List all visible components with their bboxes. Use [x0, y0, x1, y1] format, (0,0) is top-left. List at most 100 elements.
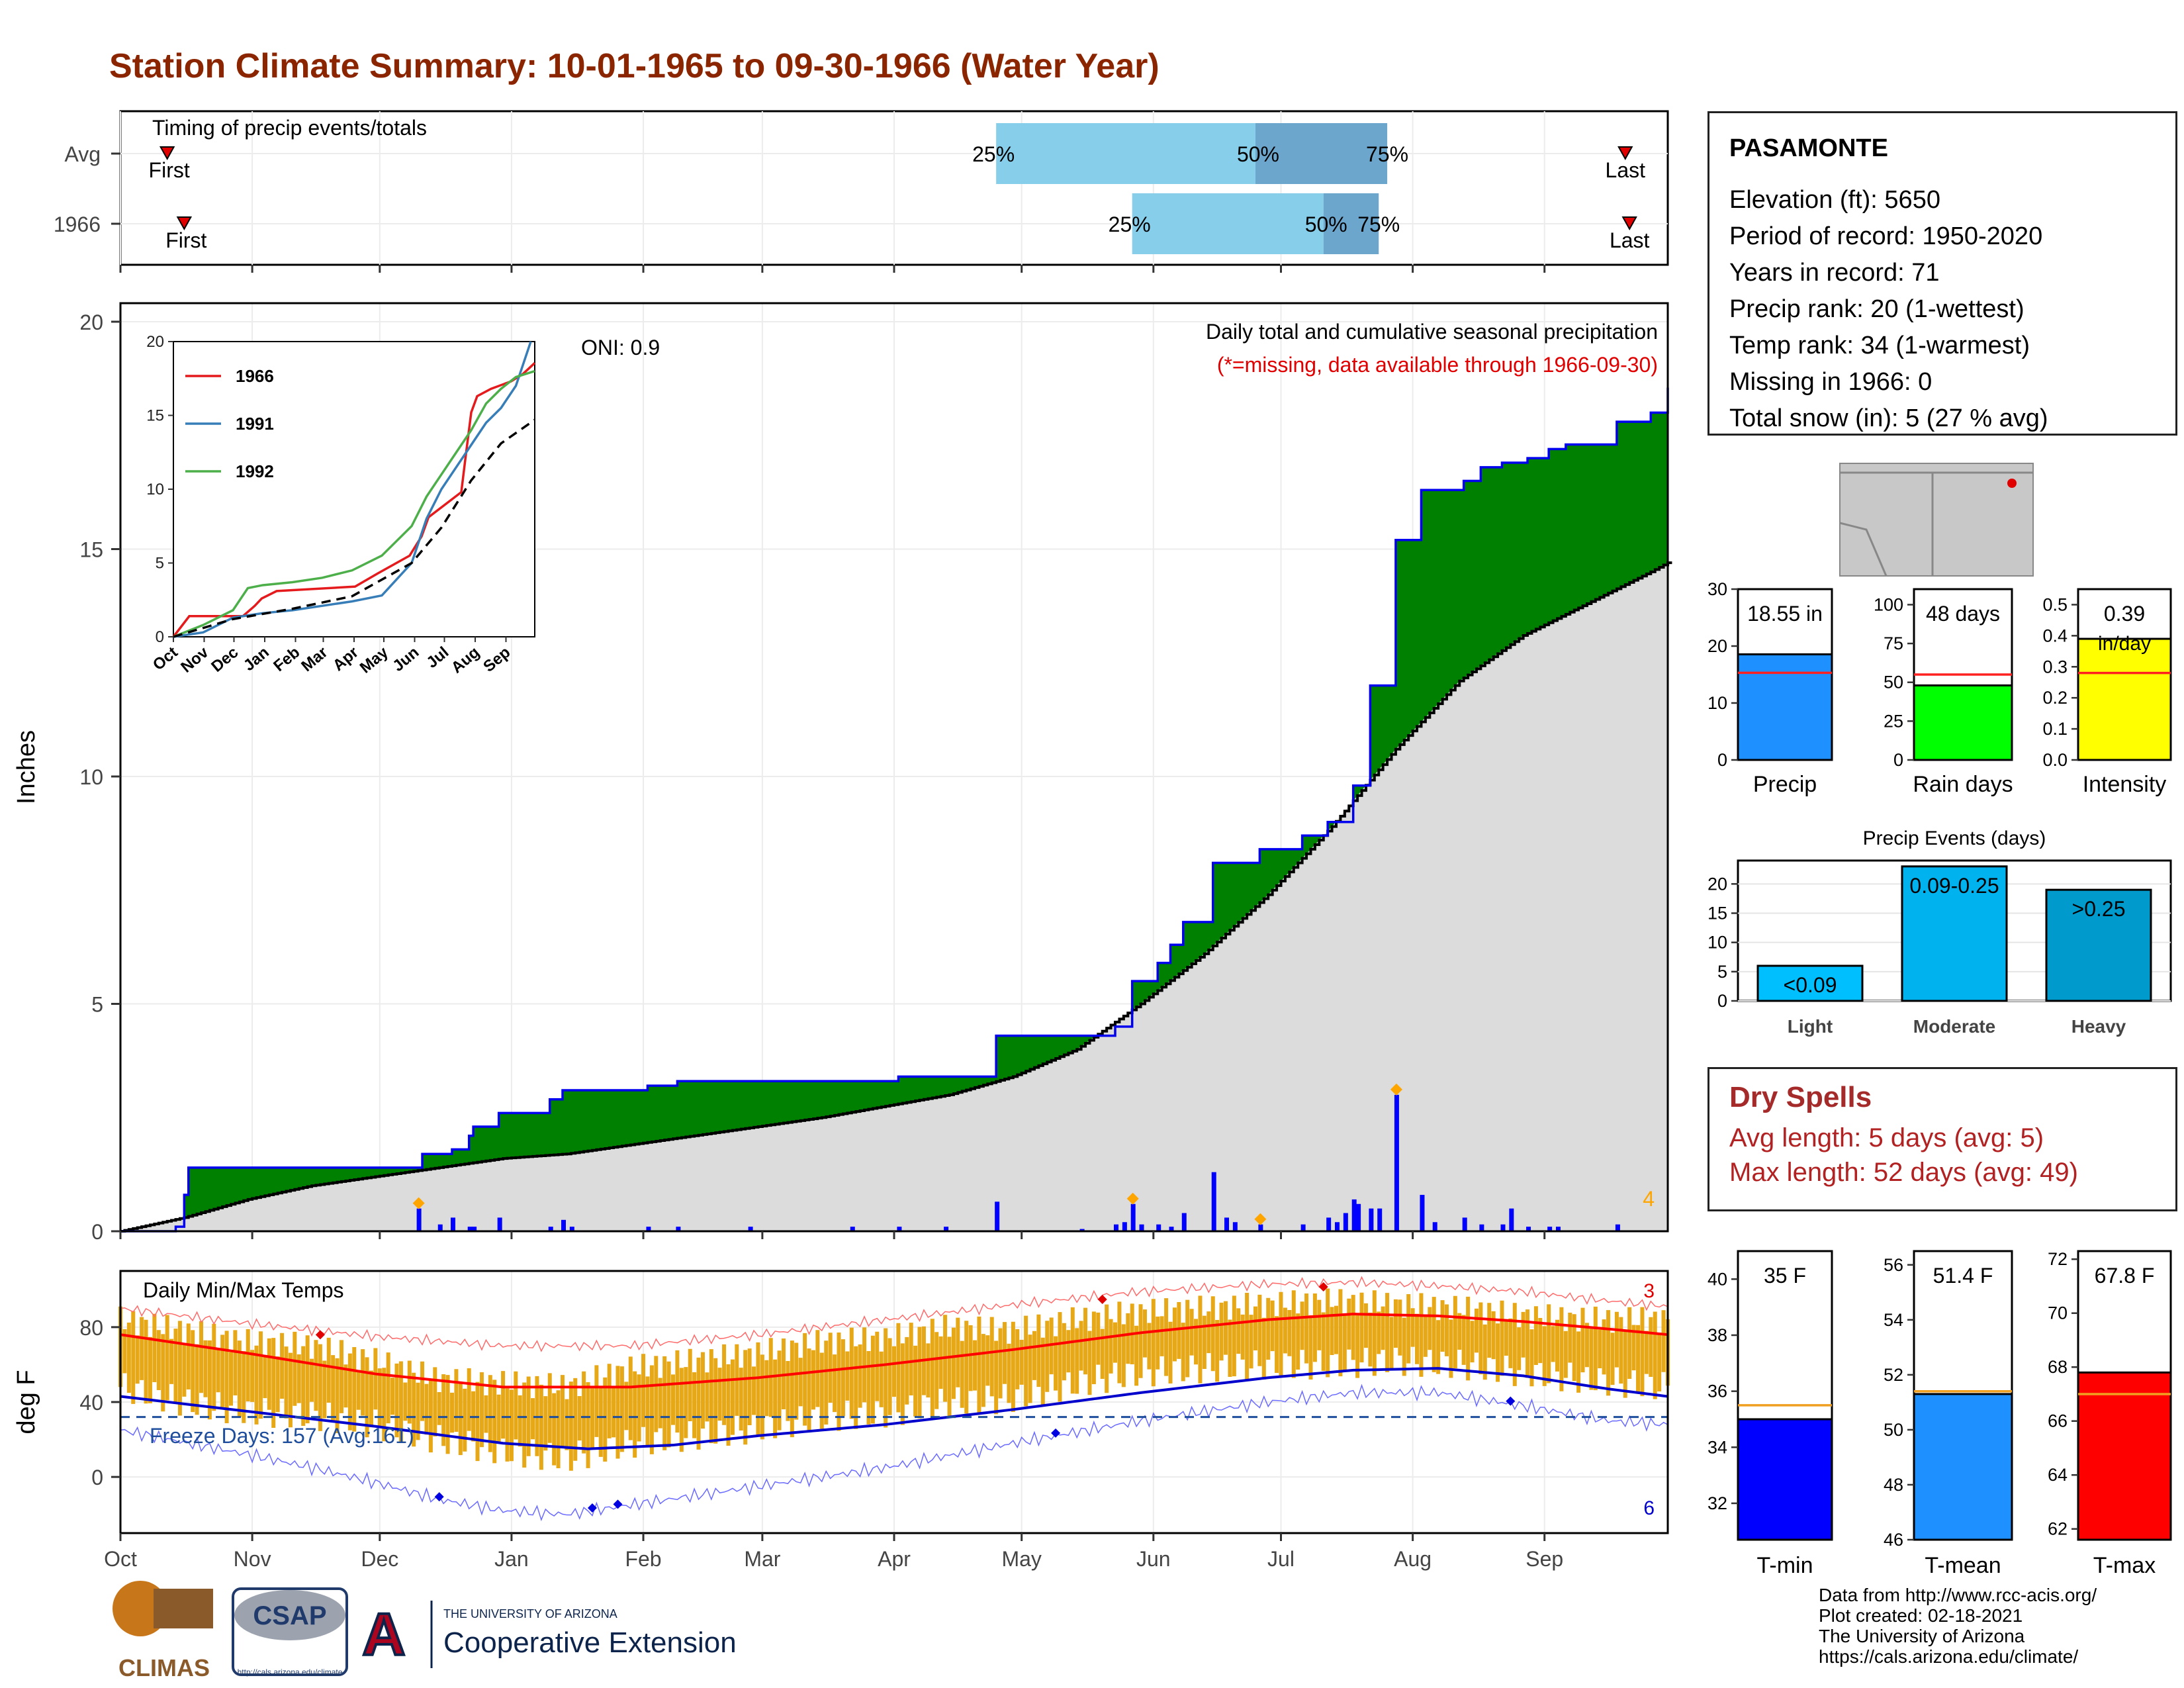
dry-spells-avg: Avg length: 5 days (avg: 5) — [1729, 1123, 2044, 1152]
timing-first-marker — [176, 216, 193, 231]
station-name: PASAMONTE — [1729, 134, 1888, 162]
precip-above-avg-area — [120, 412, 1668, 1231]
stat-panel-y-tick-label: 20 — [1707, 636, 1727, 656]
stat-panel-y-tick-label: 64 — [2048, 1465, 2068, 1485]
climas-logo-text: CLIMAS — [118, 1654, 210, 1681]
stat-panel-label: Rain days — [1913, 772, 2013, 797]
precip-panel: 0 5 10 15 20 Inches Daily total and cumulative… — [13, 302, 1672, 1244]
stat-panel-bar — [2077, 637, 2172, 761]
credit-data-source: Data from http://www.rcc-acis.org/ — [1819, 1585, 2097, 1605]
credits: Data from http://www.rcc-acis.org/ Plot … — [1819, 1585, 2097, 1667]
precip-y-tick-label: 15 — [79, 538, 103, 562]
precip-daily-bar — [1139, 1224, 1144, 1231]
inset-y-tick-label: 15 — [146, 407, 164, 425]
temps-x-tick-label: Jan — [494, 1547, 529, 1571]
precip-daily-bar — [1335, 1222, 1340, 1231]
stat-panel-y-tick-label: 62 — [2048, 1519, 2068, 1539]
temps-record-low-count: 6 — [1643, 1497, 1655, 1519]
events-bar — [1901, 865, 2008, 1002]
precip-daily-bar — [1351, 1199, 1357, 1231]
temps-title: Daily Min/Max Temps — [143, 1278, 343, 1302]
stat-panel-y-tick-label: 34 — [1707, 1437, 1727, 1457]
page-title: Station Climate Summary: 10-01-1965 to 0… — [109, 47, 1160, 85]
logos: CLIMAS CSAP http://cals.arizona.edu/climat… — [113, 1581, 737, 1681]
events-y-tick-label: 10 — [1707, 933, 1727, 953]
stat-panel-y-tick-label: 32 — [1707, 1493, 1727, 1513]
precip-daily-bar — [1079, 1229, 1085, 1231]
precip-daily-bar — [1369, 1208, 1374, 1231]
timing-last-label: Last — [1610, 228, 1650, 252]
timing-panel: Avg 1966 Timing of precip events/totals 25%… — [54, 110, 1669, 273]
timing-last-marker — [1621, 216, 1637, 231]
precip-daily-bar — [1181, 1213, 1187, 1231]
temps-x-tick-label: Jul — [1267, 1547, 1295, 1571]
timing-label-75: 75% — [1357, 212, 1400, 236]
csap-logo-cloud — [234, 1590, 345, 1640]
stat-panel-bar — [2077, 1371, 2172, 1541]
precip-cumulative-line — [120, 387, 1669, 1233]
precip-daily-bar — [1526, 1227, 1531, 1231]
precip-daily-bar — [548, 1227, 553, 1231]
events-bar — [2045, 888, 2152, 1002]
temps-record-low-marker — [1051, 1428, 1061, 1438]
events-bar-label: <0.09 — [1784, 973, 1837, 997]
stat-panel-y-tick-label: 56 — [1884, 1255, 1903, 1275]
locator-map-station-dot — [2007, 479, 2017, 488]
stat-panel-bar — [1737, 1418, 1833, 1541]
credit-url: https://cals.arizona.edu/climate/ — [1819, 1646, 2079, 1667]
climas-logo-shape — [154, 1589, 213, 1628]
precip-daily-bar — [1232, 1222, 1238, 1231]
precip-daily-bar — [850, 1227, 855, 1231]
temps-record-low-marker — [1506, 1396, 1516, 1406]
precip-daily-bar — [1343, 1213, 1348, 1231]
timing-last-label: Last — [1606, 158, 1646, 182]
precip-daily-bar — [1615, 1224, 1620, 1231]
stat-panel-label: T-min — [1757, 1553, 1813, 1578]
precip-daily-bar — [1130, 1203, 1136, 1231]
stat-panel-y-tick-label: 0.5 — [2042, 594, 2068, 614]
dry-spells-max: Max length: 52 days (avg: 49) — [1729, 1158, 2078, 1187]
locator-map-icon — [1839, 463, 2034, 577]
station-period: Period of record: 1950-2020 — [1729, 222, 2043, 250]
inset-y-tick-label: 20 — [146, 333, 164, 351]
temps-record-high-marker — [315, 1330, 325, 1340]
timing-first-label: First — [149, 158, 190, 182]
precip-count-label: 4 — [1643, 1187, 1655, 1211]
precip-daily-bar — [995, 1201, 1000, 1231]
stat-panel-y-tick-label: 72 — [2048, 1249, 2068, 1269]
timing-row-label: 1966 — [54, 212, 101, 236]
precip-subtitle: (*=missing, data available through 1966-… — [1217, 353, 1658, 377]
temps-x-tick-label: Aug — [1394, 1547, 1432, 1571]
temps-record-high-count: 3 — [1643, 1280, 1655, 1302]
precip-daily-bar — [437, 1224, 443, 1231]
precip-y-tick-label: 0 — [91, 1220, 103, 1244]
stat-panel-y-tick-label: 70 — [2048, 1303, 2068, 1323]
temps-freeze-label: Freeze Days: 157 (Avg:161) — [150, 1424, 414, 1448]
precip-daily-bar — [467, 1227, 473, 1231]
events-x-label: Heavy — [2071, 1016, 2126, 1037]
events-y-tick-label: 20 — [1707, 874, 1727, 894]
events-bar — [1756, 964, 1864, 1002]
precip-max-marker — [1254, 1213, 1267, 1225]
timing-first-label: First — [165, 228, 206, 252]
station-missing: Missing in 1966: 0 — [1729, 368, 1933, 396]
stat-panel-y-tick-label: 0.1 — [2042, 719, 2068, 739]
events-bar-label: 0.09-0.25 — [1909, 874, 1999, 898]
precip-daily-bar — [1547, 1227, 1553, 1231]
temps-x-tick-label: Sep — [1525, 1547, 1563, 1571]
stat-panel-value: 67.8 F — [2095, 1264, 2155, 1288]
temp-stats-panel: 32 34 36 38 40 35 F T-min 46 48 50 52 54 56 51.4 F T-m… — [1707, 1249, 2172, 1578]
stat-panel-y-tick-label: 36 — [1707, 1382, 1727, 1401]
inset-legend-label: 1991 — [236, 414, 274, 434]
stat-panel-y-tick-label: 38 — [1707, 1325, 1727, 1345]
dry-spells-box: Dry Spells Avg length: 5 days (avg: 5) M… — [1707, 1067, 2177, 1211]
stat-panel-label: T-max — [2093, 1553, 2156, 1578]
temps-y-tick-label: 80 — [79, 1316, 103, 1340]
timing-label-50: 50% — [1237, 142, 1279, 166]
inset-y-tick-label: 5 — [156, 555, 164, 573]
timing-label-25: 25% — [1109, 212, 1151, 236]
precip-daily-bar — [472, 1227, 477, 1231]
precip-daily-bar — [561, 1219, 566, 1231]
temps-x-tick-label: Oct — [104, 1547, 137, 1571]
